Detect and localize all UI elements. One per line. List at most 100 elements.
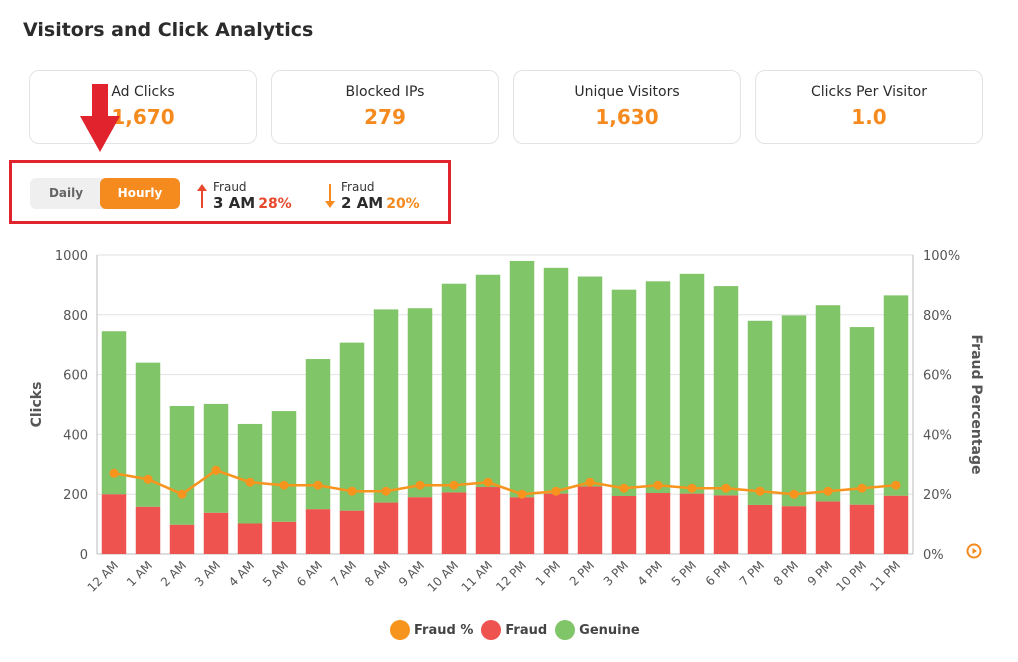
legend-fraud-pct[interactable]: Fraud % bbox=[390, 620, 473, 640]
y-tick-label: 200 bbox=[63, 488, 88, 503]
fraud-pct-point bbox=[313, 480, 323, 490]
period-toggle: Daily Hourly bbox=[30, 178, 180, 209]
y2-tick-label: 20% bbox=[923, 488, 952, 503]
legend-label: Genuine bbox=[579, 622, 640, 638]
fraud-pct-point bbox=[415, 480, 425, 490]
fraud-pct-point bbox=[381, 486, 391, 496]
fraud-high-label: Fraud bbox=[213, 180, 247, 194]
legend-fraud[interactable]: Fraud bbox=[481, 620, 547, 640]
blocked-ips-card: Blocked IPs 279 bbox=[271, 70, 499, 144]
card-value: 1.0 bbox=[851, 105, 887, 129]
x-tick-label: 12 PM bbox=[493, 558, 529, 594]
y2-tick-label: 100% bbox=[923, 249, 960, 264]
x-tick-label: 11 PM bbox=[867, 558, 903, 594]
fraud-bar bbox=[203, 512, 229, 554]
legend-genuine[interactable]: Genuine bbox=[555, 620, 640, 640]
y-tick-label: 1000 bbox=[55, 249, 88, 264]
play-circle-icon[interactable] bbox=[966, 543, 982, 559]
x-tick-label: 11 AM bbox=[459, 558, 496, 595]
fraud-bar bbox=[441, 492, 467, 554]
genuine-bar bbox=[203, 403, 229, 513]
genuine-bar bbox=[135, 362, 161, 507]
card-label: Clicks Per Visitor bbox=[810, 84, 928, 100]
fraud-pct-point bbox=[449, 480, 459, 490]
fraud-bar bbox=[135, 506, 161, 554]
fraud-bar bbox=[543, 493, 569, 554]
genuine-bar bbox=[237, 423, 263, 524]
legend-marker bbox=[481, 620, 502, 640]
fraud-pct-point bbox=[551, 486, 561, 496]
y2-tick-label: 40% bbox=[923, 428, 952, 443]
ad-clicks-card: Ad Clicks 1,670 bbox=[29, 70, 257, 144]
legend-marker bbox=[390, 620, 410, 640]
card-value: 279 bbox=[364, 105, 406, 129]
genuine-bar bbox=[883, 295, 909, 496]
genuine-bar bbox=[407, 308, 433, 498]
genuine-bar bbox=[611, 289, 637, 496]
x-tick-label: 10 PM bbox=[833, 558, 869, 594]
fraud-pct-point bbox=[245, 477, 255, 487]
y-tick-label: 0 bbox=[80, 548, 88, 563]
genuine-bar bbox=[169, 405, 195, 525]
genuine-bar bbox=[373, 309, 399, 503]
arrow-up-icon bbox=[197, 184, 207, 208]
hourly-click-chart: 0 200 400 600 800 1000 0% 20% 40% 60% 80% 100% Click… bbox=[29, 249, 984, 595]
y-tick-label: 400 bbox=[63, 428, 88, 443]
fraud-pct-point bbox=[109, 468, 119, 478]
x-tick-label: 12 AM bbox=[85, 558, 122, 595]
x-tick-label: 2 PM bbox=[567, 558, 597, 588]
fraud-bar bbox=[645, 493, 671, 554]
fraud-pct-point bbox=[789, 489, 799, 499]
fraud-pct-point bbox=[721, 483, 731, 493]
genuine-bar bbox=[645, 281, 671, 494]
clicks-per-visitor-card: Clicks Per Visitor 1.0 bbox=[755, 70, 983, 144]
fraud-high-value: 3 AM 28% bbox=[213, 194, 292, 212]
fraud-bar bbox=[237, 523, 263, 554]
fraud-low-time: 2 AM bbox=[341, 194, 384, 212]
y-tick-label: 800 bbox=[63, 309, 88, 324]
fraud-pct-point bbox=[279, 480, 289, 490]
x-tick-label: 9 AM bbox=[396, 558, 427, 589]
card-label: Ad Clicks bbox=[111, 84, 175, 100]
fraud-pct-point bbox=[517, 489, 527, 499]
hourly-toggle-button[interactable]: Hourly bbox=[100, 178, 180, 209]
genuine-bar bbox=[781, 315, 807, 507]
card-label: Blocked IPs bbox=[345, 84, 425, 100]
genuine-bar bbox=[577, 276, 603, 487]
x-tick-label: 5 AM bbox=[260, 558, 291, 589]
fraud-bar bbox=[713, 495, 739, 554]
fraud-bar bbox=[815, 501, 841, 554]
fraud-bar bbox=[407, 497, 433, 554]
y-tick-label: 600 bbox=[63, 369, 88, 384]
fraud-bar bbox=[747, 504, 773, 554]
daily-toggle-button[interactable]: Daily bbox=[48, 186, 84, 200]
page-title: Visitors and Click Analytics bbox=[23, 19, 314, 41]
fraud-bar bbox=[101, 494, 127, 554]
genuine-bar bbox=[441, 283, 467, 493]
genuine-bar bbox=[815, 305, 841, 502]
fraud-pct-line bbox=[113, 468, 897, 496]
fraud-bar bbox=[305, 509, 331, 554]
genuine-bar bbox=[747, 320, 773, 505]
fraud-bar bbox=[883, 495, 909, 554]
fraud-low-pct: 20% bbox=[386, 196, 420, 212]
x-tick-label: 7 AM bbox=[328, 558, 359, 589]
x-tick-label: 3 PM bbox=[601, 558, 631, 588]
y2-tick-label: 60% bbox=[923, 369, 952, 384]
unique-visitors-card: Unique Visitors 1,630 bbox=[513, 70, 741, 144]
genuine-bar bbox=[339, 342, 365, 511]
fraud-pct-point bbox=[143, 474, 153, 484]
fraud-bar bbox=[339, 510, 365, 554]
x-tick-label: 5 PM bbox=[669, 558, 699, 588]
x-tick-label: 2 AM bbox=[158, 558, 189, 589]
fraud-pct-point bbox=[857, 483, 867, 493]
fraud-pct-point bbox=[653, 480, 663, 490]
x-tick-label: 4 AM bbox=[226, 558, 257, 589]
fraud-high-pct: 28% bbox=[258, 196, 292, 212]
x-tick-label: 3 AM bbox=[192, 558, 223, 589]
fraud-bar bbox=[577, 486, 603, 554]
genuine-bar bbox=[679, 273, 705, 494]
fraud-high-time: 3 AM bbox=[213, 194, 256, 212]
fraud-pct-point bbox=[483, 477, 493, 487]
genuine-bar bbox=[849, 327, 875, 505]
